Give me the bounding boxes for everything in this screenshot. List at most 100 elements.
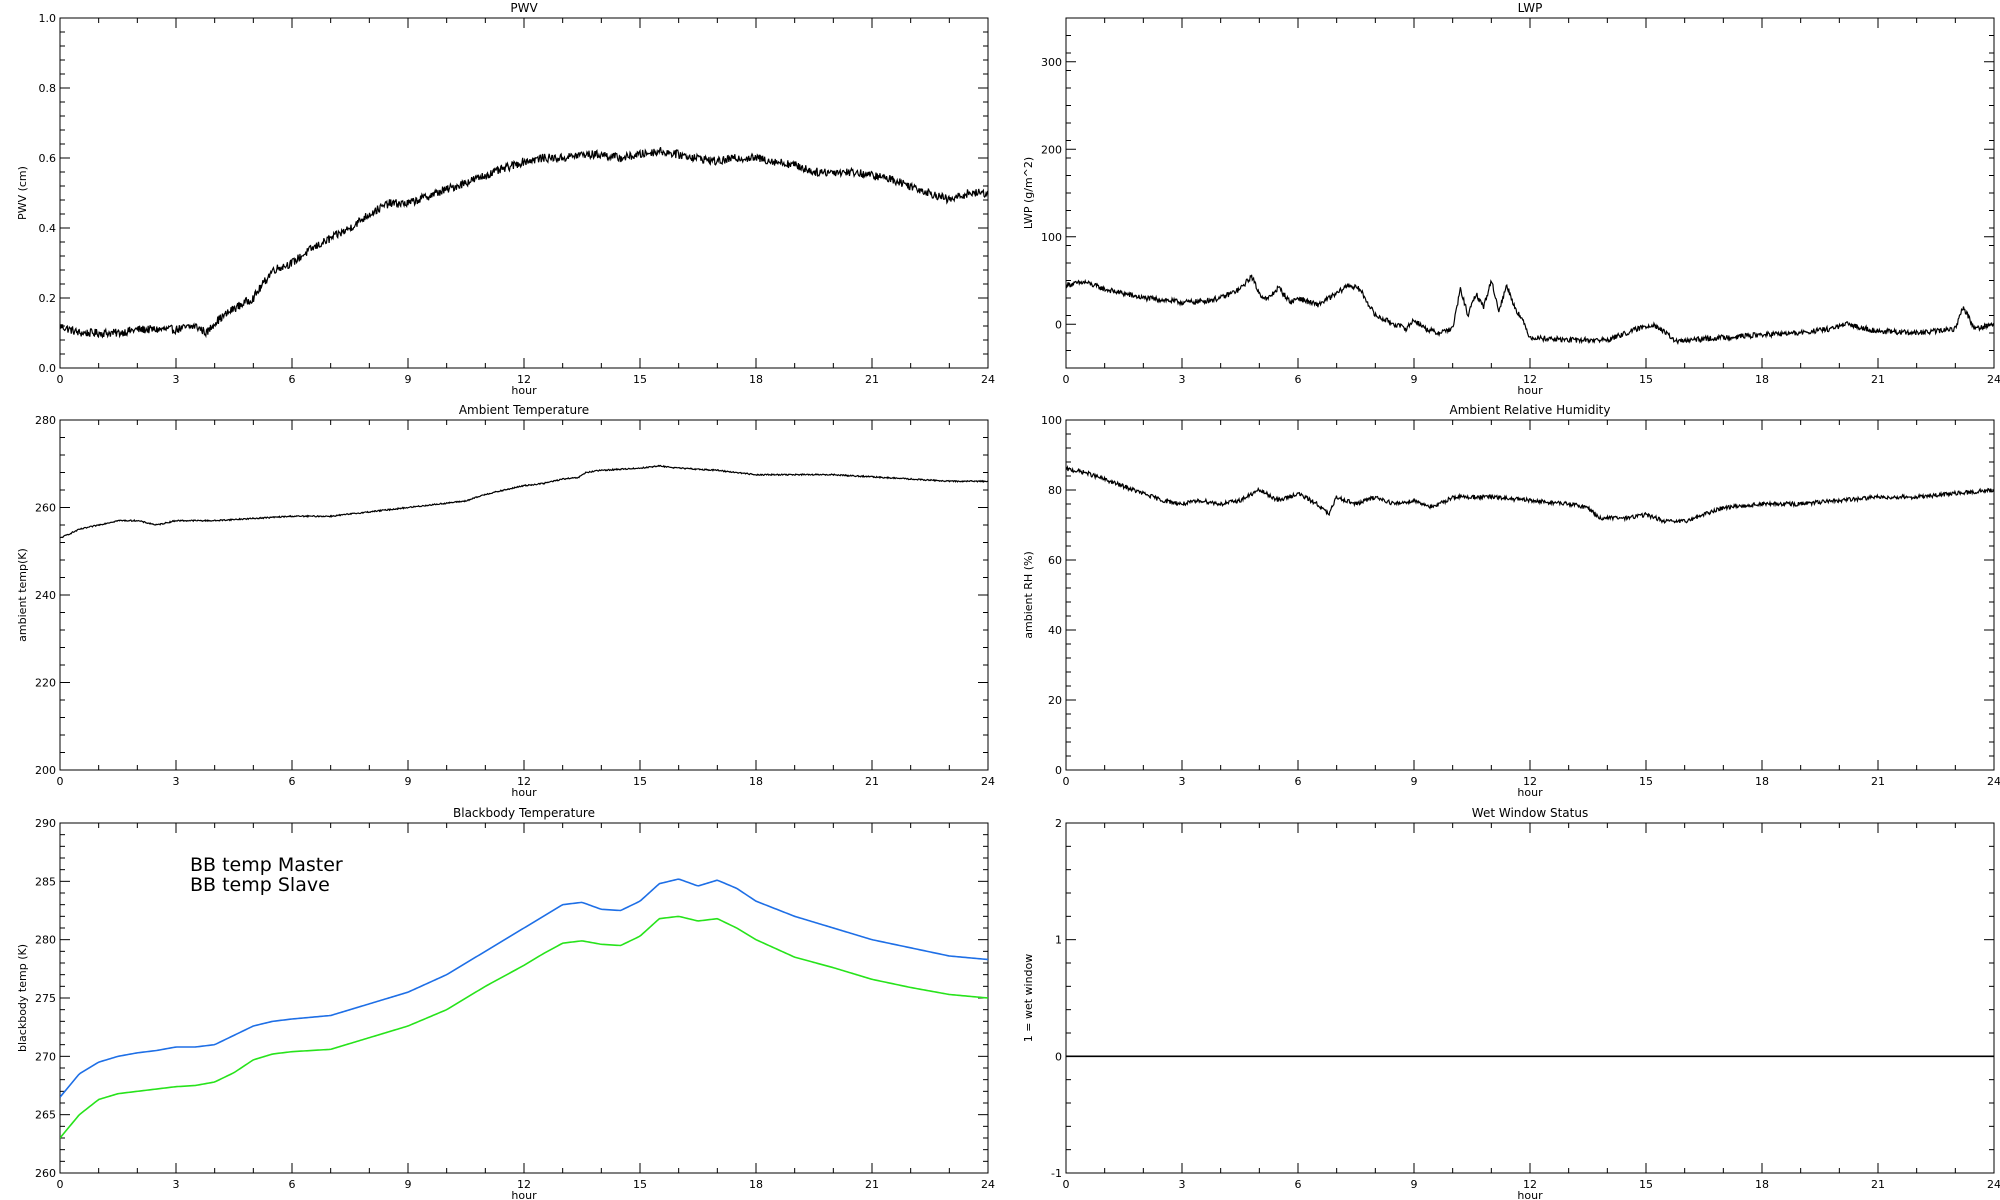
y-tick-label: 60 [1048,554,1062,567]
y-tick-label: 300 [1041,56,1062,69]
y-axis-label: ambient temp(K) [16,548,29,642]
chart-panel-3: Ambient Temperature 0 3 6 9 12 15 18 21 24 hour 200… [16,403,995,799]
x-tick-label: 12 [1523,373,1537,386]
x-tick-label: 0 [1063,373,1070,386]
y-axis-label: blackbody temp (K) [16,944,29,1052]
x-tick-label: 0 [1063,1178,1070,1191]
x-axis-label: hour [1517,384,1543,397]
x-tick-label: 15 [633,775,647,788]
x-tick-label: 0 [57,775,64,788]
x-tick-label: 0 [1063,775,1070,788]
x-tick-label: 18 [749,775,763,788]
x-tick-label: 3 [1179,1178,1186,1191]
x-tick-label: 12 [517,775,531,788]
plot-frame [59,419,989,771]
x-tick-label: 24 [981,373,995,386]
y-tick-label: 260 [35,1167,56,1180]
series-line-1 [60,147,988,339]
x-tick-label: 21 [1871,775,1885,788]
series-line-1 [1066,274,1994,345]
x-tick-label: 12 [1523,1178,1537,1191]
x-tick-label: 15 [633,373,647,386]
plot-frame [1065,17,1995,369]
x-tick-label: 9 [405,1178,412,1191]
x-tick-label: 12 [517,1178,531,1191]
y-tick-label: 220 [35,677,56,690]
x-tick-label: 6 [289,775,296,788]
x-tick-label: 3 [173,373,180,386]
x-tick-label: 15 [1639,775,1653,788]
chart-title: Ambient Relative Humidity [1450,403,1611,417]
x-tick-label: 21 [865,373,879,386]
chart-title: PWV [510,1,538,15]
x-tick-label: 24 [1987,775,2000,788]
y-tick-label: 200 [1041,143,1062,156]
x-tick-label: 24 [1987,373,2000,386]
y-tick-label: 0.4 [39,222,57,235]
x-tick-label: 3 [1179,775,1186,788]
chart-panel-1: PWV 0 3 6 9 12 15 18 21 24 hour 0.0 0.2 0.4 0.6 0.8 1.0 P… [16,1,995,397]
x-tick-label: 18 [1755,775,1769,788]
x-tick-label: 24 [981,775,995,788]
series-line-2 [60,915,988,1139]
plot-frame [1065,822,1995,1174]
y-tick-label: 1 [1055,934,1062,947]
x-axis-label: hour [511,786,537,799]
x-tick-label: 3 [173,775,180,788]
y-tick-label: 0 [1055,318,1062,331]
y-tick-label: 275 [35,992,56,1005]
series-line-1 [60,464,988,539]
x-tick-label: 21 [1871,1178,1885,1191]
y-tick-label: 1.0 [39,12,57,25]
y-tick-label: 100 [1041,231,1062,244]
y-tick-label: 270 [35,1050,56,1063]
y-axis-label: ambient RH (%) [1022,551,1035,639]
x-axis-label: hour [511,384,537,397]
x-tick-label: 6 [289,1178,296,1191]
y-axis-label: PWV (cm) [16,166,29,220]
y-tick-label: -1 [1051,1167,1062,1180]
y-tick-label: 280 [35,934,56,947]
x-tick-label: 9 [405,775,412,788]
chart-title: Ambient Temperature [459,403,589,417]
x-tick-label: 0 [57,373,64,386]
y-tick-label: 285 [35,875,56,888]
y-tick-label: 20 [1048,694,1062,707]
x-tick-label: 18 [1755,373,1769,386]
y-tick-label: 0.2 [39,292,57,305]
x-tick-label: 24 [1987,1178,2000,1191]
x-tick-label: 9 [1411,1178,1418,1191]
y-tick-label: 0.6 [39,152,57,165]
y-tick-label: 0 [1055,764,1062,777]
plot-frame [59,17,989,369]
y-tick-label: 2 [1055,817,1062,830]
x-tick-label: 0 [57,1178,64,1191]
y-tick-label: 265 [35,1109,56,1122]
x-tick-label: 3 [1179,373,1186,386]
y-tick-label: 40 [1048,624,1062,637]
x-axis-label: hour [1517,1189,1543,1200]
chart-title: LWP [1518,1,1543,15]
series-line-1 [1066,465,1994,525]
x-tick-label: 24 [981,1178,995,1191]
x-tick-label: 21 [865,1178,879,1191]
x-tick-label: 18 [749,373,763,386]
x-tick-label: 9 [405,373,412,386]
x-tick-label: 6 [289,373,296,386]
x-tick-label: 6 [1295,373,1302,386]
legend-entry: BB temp Master [190,854,343,876]
plot-frame [1065,419,1995,771]
chart-panel-4: Ambient Relative Humidity 0 3 6 9 12 15 18 21 24 h… [1022,403,2000,799]
x-tick-label: 12 [517,373,531,386]
x-tick-label: 15 [1639,373,1653,386]
x-tick-label: 12 [1523,775,1537,788]
y-tick-label: 260 [35,502,56,515]
legend-entry: BB temp Slave [190,874,330,896]
y-tick-label: 280 [35,414,56,427]
x-tick-label: 9 [1411,775,1418,788]
y-tick-label: 200 [35,764,56,777]
y-tick-label: 0.8 [39,82,57,95]
y-tick-label: 100 [1041,414,1062,427]
y-tick-label: 0.0 [39,362,57,375]
